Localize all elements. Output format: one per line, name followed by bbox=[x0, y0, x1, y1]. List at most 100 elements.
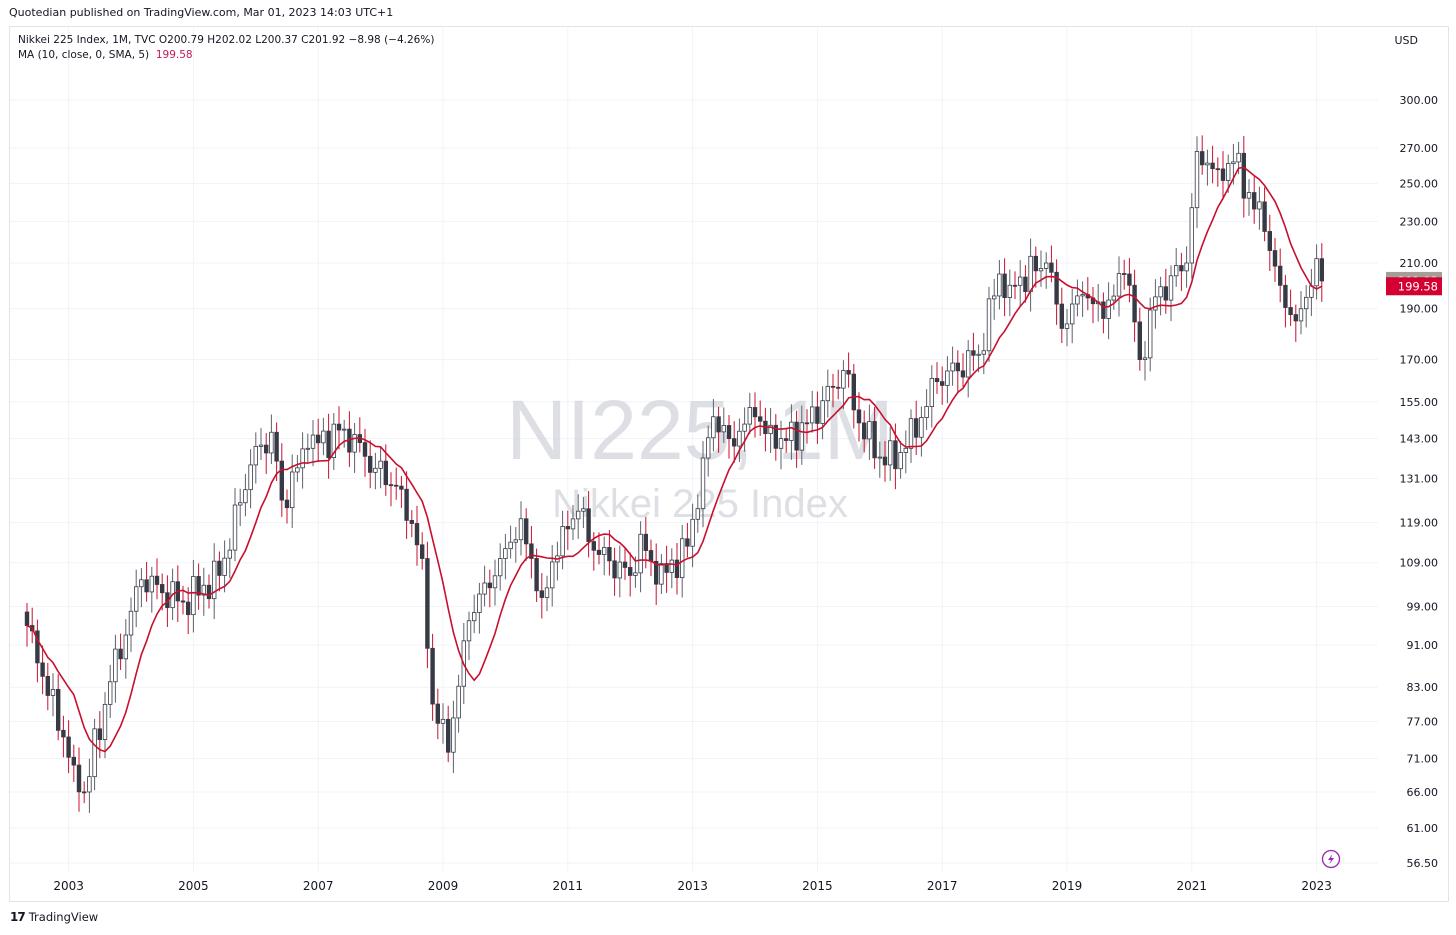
candle-body bbox=[76, 764, 82, 793]
candle-body bbox=[810, 406, 815, 424]
candle-body bbox=[888, 440, 893, 466]
candle-body bbox=[471, 612, 477, 622]
candle-body bbox=[591, 541, 596, 551]
candle bbox=[908, 409, 914, 463]
candle bbox=[430, 633, 435, 721]
ma-legend-value: 199.58 bbox=[155, 49, 193, 61]
candle bbox=[1018, 260, 1023, 307]
time-axis[interactable]: 2003 2005 2007 2009 2011 2013 2015 2017 2019 2021… bbox=[53, 879, 1332, 893]
x-tick-label: 2005 bbox=[178, 879, 209, 893]
candle bbox=[1033, 246, 1038, 288]
y-tick-label: 190.00 bbox=[1400, 303, 1439, 316]
candle-body bbox=[581, 508, 586, 512]
candle bbox=[1101, 292, 1106, 334]
candle-body bbox=[378, 460, 383, 469]
x-tick-label: 2015 bbox=[802, 879, 833, 893]
candle bbox=[539, 573, 544, 619]
candle bbox=[1137, 307, 1142, 371]
candle-body bbox=[914, 418, 919, 438]
candle-body bbox=[997, 273, 1002, 297]
candle bbox=[435, 688, 440, 740]
candle-body bbox=[1033, 255, 1038, 272]
candle bbox=[773, 414, 778, 461]
candle bbox=[425, 541, 430, 669]
candle-body bbox=[576, 510, 581, 520]
candle-body bbox=[1038, 268, 1044, 272]
candle-body bbox=[159, 584, 165, 594]
tradingview-mark-icon: 17 bbox=[10, 910, 26, 924]
y-tick-label: 77.00 bbox=[1407, 716, 1439, 729]
candle-body bbox=[981, 350, 986, 355]
candle-body bbox=[1194, 151, 1200, 209]
candle-body bbox=[154, 575, 160, 585]
candle-body bbox=[1044, 262, 1049, 269]
candle bbox=[862, 410, 867, 453]
candle bbox=[315, 418, 321, 463]
candle-body bbox=[1116, 273, 1122, 297]
candle bbox=[191, 559, 196, 633]
chart-pane[interactable]: NI225, 1M Nikkei 225 Index 300.00 270.00 2… bbox=[9, 26, 1449, 902]
candle bbox=[482, 565, 487, 607]
candle-body bbox=[1101, 301, 1106, 319]
tradingview-logo[interactable]: 17 TradingView bbox=[10, 910, 98, 924]
candle bbox=[357, 417, 362, 453]
candle-body bbox=[529, 543, 534, 559]
candle-body bbox=[399, 485, 404, 490]
candle bbox=[732, 421, 737, 463]
candle-body bbox=[1205, 162, 1210, 166]
candle-body bbox=[201, 584, 206, 596]
candle-body bbox=[747, 407, 752, 425]
candle-body bbox=[482, 582, 487, 595]
candle-body bbox=[1174, 265, 1179, 277]
candle-body bbox=[841, 370, 846, 389]
candle bbox=[1044, 252, 1049, 289]
candle-body bbox=[867, 421, 872, 440]
currency-label[interactable]: USD bbox=[1394, 34, 1418, 47]
candle bbox=[50, 673, 56, 717]
candle bbox=[440, 703, 446, 744]
candle-body bbox=[1007, 284, 1012, 298]
candle-body bbox=[1059, 303, 1064, 329]
candle-body bbox=[321, 430, 326, 444]
candle bbox=[352, 422, 357, 473]
candle bbox=[471, 594, 477, 634]
candle bbox=[1257, 186, 1262, 230]
candle-body bbox=[992, 295, 997, 300]
x-tick-label: 2021 bbox=[1177, 879, 1208, 893]
ma-legend[interactable]: MA (10, close, 0, SMA, 5) 199.58 bbox=[18, 49, 193, 61]
y-tick-label: 230.00 bbox=[1400, 215, 1439, 228]
y-tick-label: 71.00 bbox=[1407, 753, 1439, 766]
candle-body bbox=[440, 718, 446, 724]
candle bbox=[24, 602, 30, 647]
candle-body bbox=[237, 502, 243, 506]
candle bbox=[742, 407, 747, 452]
candle-body bbox=[513, 539, 518, 543]
ohlc-legend[interactable]: Nikkei 225 Index, 1M, TVC O200.79 H202.0… bbox=[18, 34, 435, 46]
candle bbox=[284, 489, 290, 524]
candle bbox=[934, 362, 940, 394]
candle-body bbox=[1018, 276, 1023, 286]
candle-body bbox=[986, 298, 992, 352]
candle-body bbox=[383, 460, 388, 486]
candle bbox=[243, 473, 248, 517]
chart-svg[interactable]: NI225, 1M Nikkei 225 Index 300.00 270.00 2… bbox=[10, 27, 1448, 901]
candle bbox=[1293, 304, 1298, 342]
candle bbox=[877, 441, 882, 478]
candle bbox=[300, 432, 305, 489]
price-axis[interactable]: 300.00 270.00 250.00 230.00 210.00 190.00 170.… bbox=[1400, 94, 1439, 870]
candle-body bbox=[882, 456, 888, 466]
candle bbox=[856, 392, 862, 442]
x-tick-label: 2011 bbox=[553, 879, 584, 893]
candle bbox=[737, 418, 742, 462]
candle bbox=[35, 619, 40, 683]
candle-body bbox=[877, 456, 882, 459]
candle bbox=[253, 432, 258, 484]
candle-body bbox=[856, 409, 862, 424]
x-tick-label: 2013 bbox=[677, 879, 708, 893]
candle-body bbox=[108, 681, 113, 705]
candle-body bbox=[820, 400, 825, 424]
candle-body bbox=[315, 434, 321, 444]
candle bbox=[373, 452, 378, 490]
candle bbox=[1262, 187, 1267, 242]
lightning-icon[interactable] bbox=[1321, 849, 1341, 869]
